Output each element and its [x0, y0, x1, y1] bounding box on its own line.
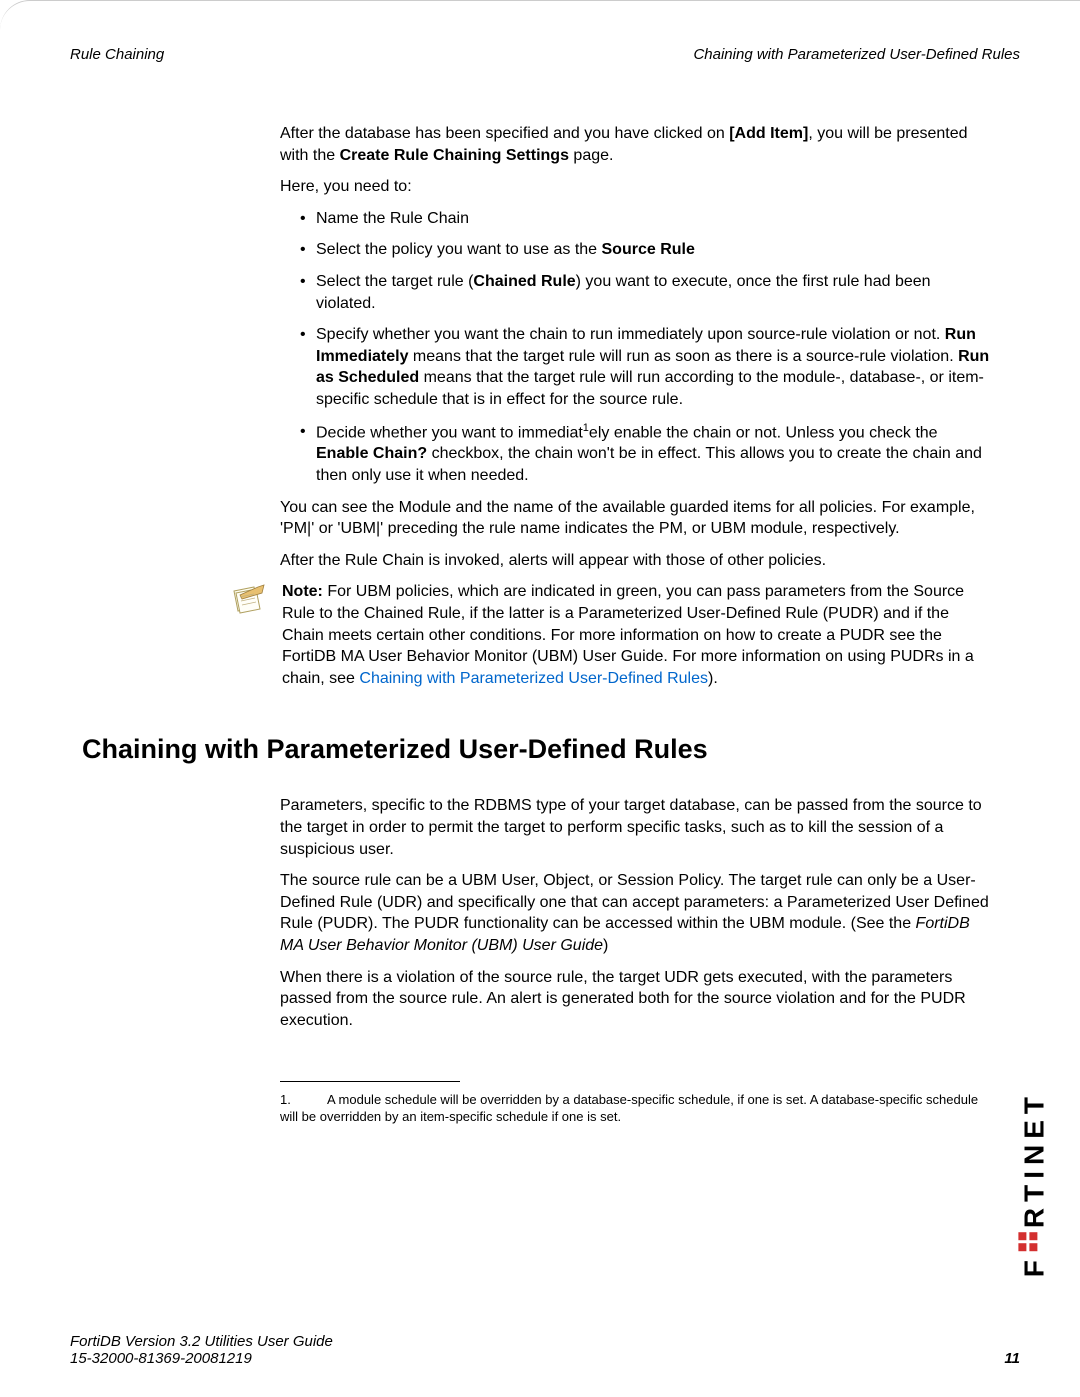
note-text: Note: For UBM policies, which are indica… — [282, 581, 990, 689]
footer-title: FortiDB Version 3.2 Utilities User Guide — [70, 1333, 333, 1350]
text: Specify whether you want the chain to ru… — [316, 326, 945, 343]
text: Name the Rule Chain — [316, 210, 469, 227]
note-link[interactable]: Chaining with Parameterized User-Defined… — [359, 670, 708, 687]
page-number: 11 — [1004, 1350, 1020, 1367]
text: Select the target rule ( — [316, 273, 473, 290]
logo-f: F — [1018, 1254, 1049, 1277]
text: page. — [569, 147, 613, 164]
footer-left: FortiDB Version 3.2 Utilities User Guide… — [70, 1333, 333, 1367]
bold-text: Source Rule — [602, 241, 695, 258]
footer-docid: 15-32000-81369-20081219 — [70, 1350, 333, 1367]
footnote: 1. A module schedule will be overridden … — [280, 1092, 990, 1126]
intro-p2: Here, you need to: — [280, 176, 990, 198]
text: Decide whether you want to immediat — [316, 424, 583, 441]
note-block: Note: For UBM policies, which are indica… — [228, 581, 990, 689]
header-left: Rule Chaining — [70, 46, 164, 63]
page-footer: FortiDB Version 3.2 Utilities User Guide… — [70, 1333, 1020, 1367]
list-item: Decide whether you want to immediat1ely … — [300, 421, 990, 487]
text: ) — [603, 937, 608, 954]
bold-text: Create Rule Chaining Settings — [340, 147, 569, 164]
bullet-list: Name the Rule Chain Select the policy yo… — [280, 208, 990, 487]
intro-p1: After the database has been specified an… — [280, 123, 990, 166]
note-label: Note: — [282, 583, 323, 600]
section-block: Parameters, specific to the RDBMS type o… — [280, 795, 990, 1126]
text: means that the target rule will run as s… — [408, 348, 958, 365]
text: ). — [708, 670, 718, 687]
fortinet-logo: F RTINET — [1016, 1091, 1050, 1277]
footnote-separator — [280, 1081, 460, 1082]
logo-rest: RTINET — [1018, 1091, 1049, 1228]
footnote-text: A module schedule will be overridden by … — [280, 1092, 978, 1124]
intro-block: After the database has been specified an… — [280, 123, 990, 571]
list-item: Select the policy you want to use as the… — [300, 239, 990, 261]
bold-text: Chained Rule — [473, 273, 575, 290]
text: ely enable the chain or not. Unless you … — [589, 424, 938, 441]
bold-text: [Add Item] — [729, 125, 808, 142]
section-p3: When there is a violation of the source … — [280, 967, 990, 1032]
after-p2: After the Rule Chain is invoked, alerts … — [280, 550, 990, 572]
header-right: Chaining with Parameterized User-Defined… — [693, 46, 1020, 63]
list-item: Select the target rule (Chained Rule) yo… — [300, 271, 990, 314]
section-p1: Parameters, specific to the RDBMS type o… — [280, 795, 990, 860]
page-container: Rule Chaining Chaining with Parameterize… — [0, 0, 1080, 1397]
text: Select the policy you want to use as the — [316, 241, 602, 258]
page-header: Rule Chaining Chaining with Parameterize… — [70, 41, 1020, 63]
bold-text: Enable Chain? — [316, 445, 427, 462]
list-item: Specify whether you want the chain to ru… — [300, 324, 990, 410]
section-heading: Chaining with Parameterized User-Defined… — [82, 734, 1020, 765]
section-p2: The source rule can be a UBM User, Objec… — [280, 870, 990, 956]
note-icon — [228, 581, 268, 689]
list-item: Name the Rule Chain — [300, 208, 990, 230]
footnote-num: 1. — [280, 1092, 291, 1107]
text: The source rule can be a UBM User, Objec… — [280, 872, 989, 932]
after-p1: You can see the Module and the name of t… — [280, 497, 990, 540]
text: After the database has been specified an… — [280, 125, 729, 142]
